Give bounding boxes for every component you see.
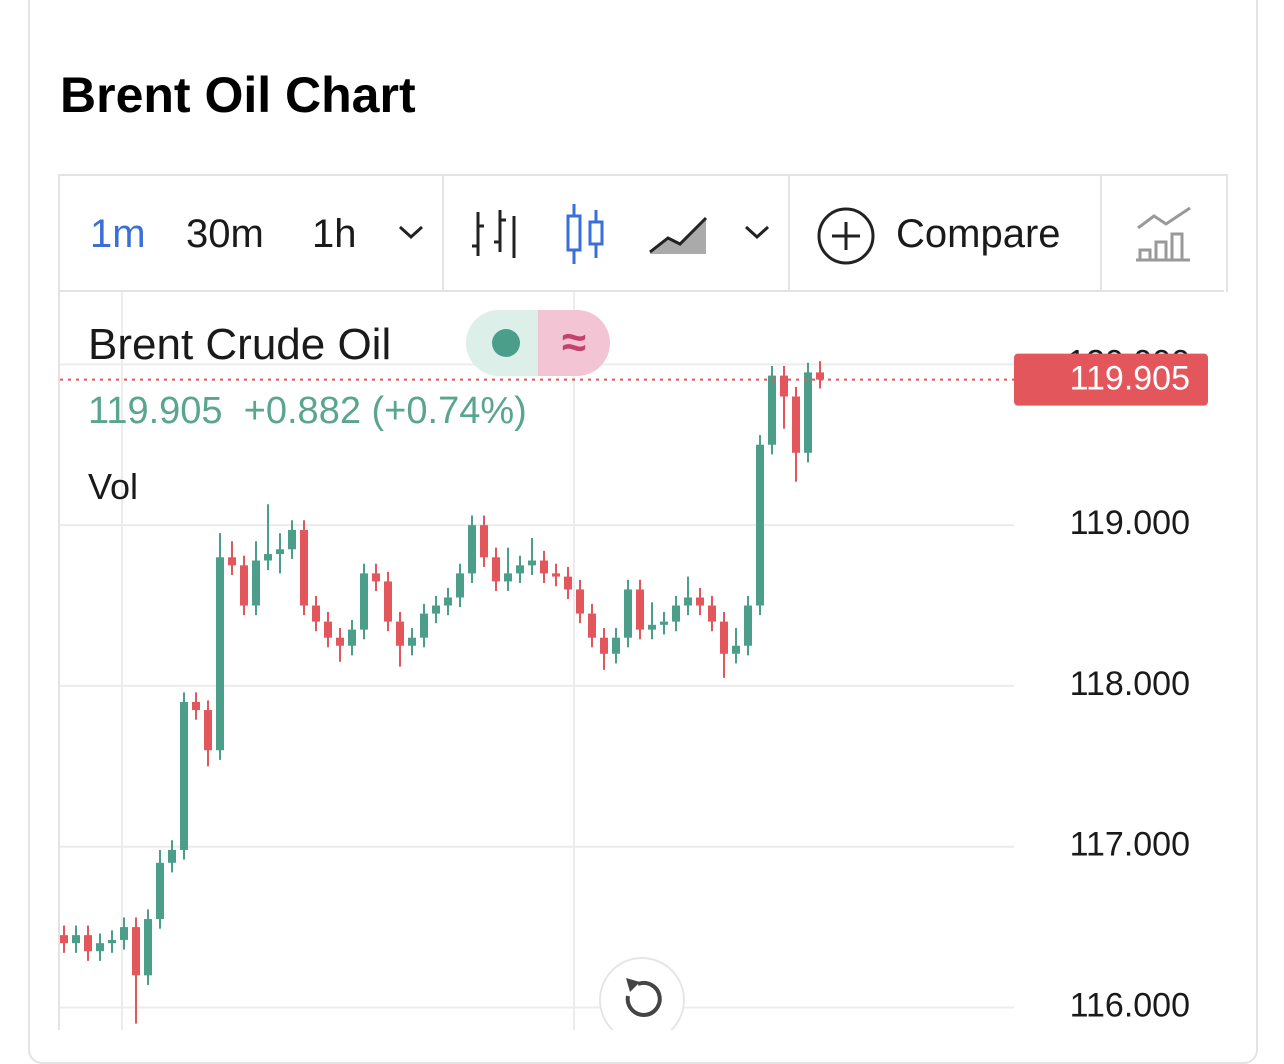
chart: 116.000117.000118.000119.000120.000119.9… xyxy=(58,290,1224,1030)
candle-body xyxy=(552,573,560,577)
divider xyxy=(1100,176,1102,292)
candle-body xyxy=(60,935,68,944)
candle-body xyxy=(264,554,272,561)
quote-price: 119.905 xyxy=(88,390,223,432)
quote-change-pct: (+0.74%) xyxy=(371,390,527,432)
candle-body xyxy=(72,935,80,944)
candle-body xyxy=(216,557,224,751)
divider xyxy=(442,176,444,292)
candle-body xyxy=(708,605,716,622)
candle-style-button[interactable] xyxy=(562,202,614,266)
candle-body xyxy=(108,939,116,944)
last-price-box xyxy=(1014,353,1208,406)
compare-icon[interactable] xyxy=(816,206,876,266)
candle-body xyxy=(180,702,188,850)
candle-body xyxy=(288,529,296,550)
instrument-name: Brent Crude Oil xyxy=(88,320,392,369)
candle-body xyxy=(384,581,392,622)
candle-body xyxy=(756,444,764,606)
y-tick-label: 116.000 xyxy=(1070,986,1190,1024)
candle-body xyxy=(744,605,752,646)
candle-body xyxy=(468,525,476,574)
candle-body xyxy=(408,637,416,646)
candle-body xyxy=(144,919,152,976)
candle-body xyxy=(540,560,548,574)
candle-body xyxy=(156,862,164,920)
candle-body xyxy=(132,927,140,976)
candle-body xyxy=(648,624,656,630)
reset-button[interactable] xyxy=(598,956,688,1030)
candle-body xyxy=(672,605,680,622)
candle-body xyxy=(792,396,800,453)
candle-body xyxy=(396,621,404,646)
candle-body xyxy=(564,576,572,590)
candle-body xyxy=(252,560,260,606)
candle-body xyxy=(168,849,176,863)
candle-body xyxy=(528,560,536,566)
candle-body xyxy=(720,621,728,654)
candle-body xyxy=(456,573,464,598)
delay-badge: ≈ xyxy=(538,310,610,376)
candle-body xyxy=(336,637,344,646)
y-tick-label: 119.000 xyxy=(1070,504,1190,542)
y-tick-label: 118.000 xyxy=(1070,665,1190,703)
candle-body xyxy=(324,621,332,638)
candle-body xyxy=(204,710,212,751)
candle-body xyxy=(600,637,608,654)
bar-style-button[interactable] xyxy=(470,206,530,262)
status-badge: ≈ xyxy=(466,310,610,376)
compare-button[interactable]: Compare xyxy=(896,212,1061,256)
interval-dropdown[interactable] xyxy=(396,222,426,242)
quote-change: +0.882 xyxy=(243,390,361,432)
page-title: Brent Oil Chart xyxy=(60,67,416,123)
candle-body xyxy=(576,589,584,614)
candle-body xyxy=(312,605,320,622)
candle-body xyxy=(612,637,620,654)
candle-body xyxy=(192,702,200,711)
candle-body xyxy=(372,573,380,582)
candle-body xyxy=(636,589,644,630)
interval-button[interactable]: 1h xyxy=(312,212,357,256)
candle-body xyxy=(804,372,812,453)
page: Brent Oil Chart 1m 30m 1h Compare 116.00… xyxy=(28,0,1258,1064)
candle-body xyxy=(480,525,488,558)
candle-body xyxy=(360,573,368,630)
candle-body xyxy=(504,573,512,582)
area-style-button[interactable] xyxy=(648,210,710,258)
toolbar: 1m 30m 1h Compare xyxy=(58,174,1228,292)
divider xyxy=(788,176,790,292)
candle-body xyxy=(348,629,356,646)
candle-body xyxy=(816,372,824,380)
last-price-label: 119.905 xyxy=(1070,360,1190,398)
candle-body xyxy=(432,605,440,614)
interval-button[interactable]: 30m xyxy=(186,212,264,256)
candle-body xyxy=(780,375,788,397)
interval-button[interactable]: 1m xyxy=(90,212,146,256)
candle-body xyxy=(768,375,776,445)
candle-body xyxy=(300,529,308,606)
indicators-button[interactable] xyxy=(1134,204,1194,264)
candle-body xyxy=(732,645,740,654)
candle-body xyxy=(120,927,128,940)
candle-body xyxy=(516,565,524,574)
candle-body xyxy=(624,589,632,638)
y-tick-label: 117.000 xyxy=(1070,826,1190,864)
candle-body xyxy=(492,557,500,582)
candle-body xyxy=(240,565,248,606)
candle-body xyxy=(444,597,452,606)
candle-body xyxy=(420,613,428,638)
candle-body xyxy=(84,935,92,952)
style-dropdown[interactable] xyxy=(742,222,772,242)
candle-body xyxy=(228,557,236,566)
candle-body xyxy=(684,597,692,606)
quote-line: 119.905 +0.882 (+0.74%) xyxy=(88,390,527,433)
volume-label: Vol xyxy=(88,466,139,507)
candle-body xyxy=(588,613,596,638)
candle-body xyxy=(96,943,104,952)
candle-body xyxy=(696,597,704,606)
candle-body xyxy=(660,621,668,625)
candle-body xyxy=(276,549,284,555)
